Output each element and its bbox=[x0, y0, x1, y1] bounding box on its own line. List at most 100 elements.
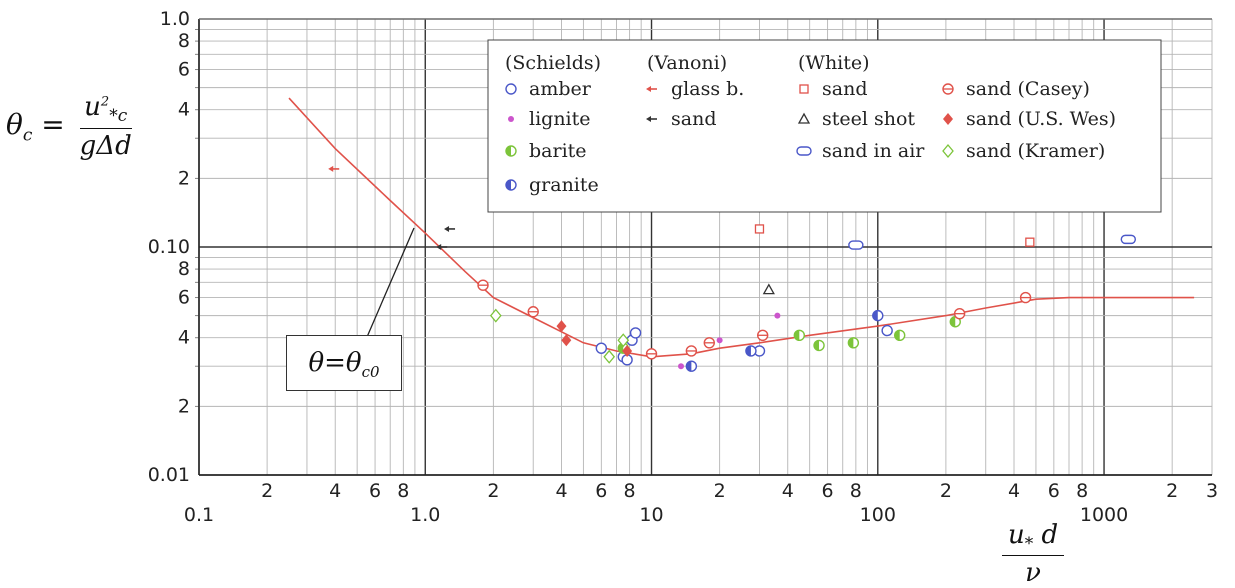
data-point bbox=[894, 329, 906, 341]
y-label-sub: *c bbox=[109, 106, 128, 127]
x-tick-label: 100 bbox=[860, 504, 896, 526]
legend-entry-label: sand bbox=[671, 108, 716, 130]
y-tick-label: 4 bbox=[178, 99, 190, 121]
x-label-numerator: u* d bbox=[1002, 520, 1065, 557]
data-point bbox=[685, 345, 698, 357]
x-tick-label: 1000 bbox=[1080, 504, 1128, 526]
x-tick-label: 8 bbox=[624, 480, 636, 502]
y-label-sup: 2 bbox=[100, 94, 110, 110]
y-label-equals: = bbox=[41, 108, 65, 142]
data-point bbox=[477, 279, 489, 291]
legend-entry-label: sand in air bbox=[822, 140, 925, 162]
data-point bbox=[678, 363, 685, 370]
y-tick-label: 1.0 bbox=[160, 8, 190, 30]
legend-marker bbox=[942, 83, 954, 95]
data-point bbox=[703, 337, 715, 349]
data-point bbox=[716, 337, 723, 344]
legend-marker bbox=[505, 145, 517, 157]
data-point bbox=[762, 283, 775, 295]
legend-marker bbox=[796, 146, 812, 156]
legend-entry-label: sand (Casey) bbox=[966, 78, 1090, 100]
x-tick-label: 0.1 bbox=[184, 504, 214, 526]
y-tick-label: 6 bbox=[178, 287, 190, 309]
legend-marker-head bbox=[646, 116, 651, 122]
x-tick-label: 8 bbox=[850, 480, 862, 502]
data-point bbox=[745, 345, 757, 357]
x-label-d: d bbox=[1041, 520, 1059, 550]
data-point bbox=[622, 344, 633, 357]
x-tick-label: 1.0 bbox=[410, 504, 440, 526]
y-tick-label: 8 bbox=[178, 30, 190, 52]
x-tick-label: 10 bbox=[639, 504, 663, 526]
x-tick-label: 2 bbox=[487, 480, 499, 502]
x-axis-label: u* d ν bbox=[1002, 520, 1065, 588]
x-tick-label: 6 bbox=[1048, 480, 1060, 502]
legend-entry-label: sand bbox=[822, 78, 867, 100]
legend-marker bbox=[505, 179, 517, 191]
y-tick-label: 2 bbox=[178, 167, 190, 189]
x-label-u: u bbox=[1008, 520, 1025, 550]
data-point bbox=[754, 224, 765, 234]
legend-entry-label: glass b. bbox=[671, 78, 744, 100]
legend-marker bbox=[646, 86, 657, 92]
x-tick-label: 3 bbox=[1206, 480, 1218, 502]
data-point-head bbox=[444, 225, 450, 232]
legend-entry-label: steel shot bbox=[822, 108, 915, 130]
legend-marker bbox=[797, 112, 811, 124]
legend-entry-label: lignite bbox=[529, 108, 591, 130]
data-point bbox=[527, 306, 539, 318]
x-tick-label: 8 bbox=[1076, 480, 1088, 502]
annot-theta: θ bbox=[308, 348, 325, 378]
threshold-curve bbox=[288, 97, 1195, 358]
x-tick-label: 4 bbox=[555, 480, 567, 502]
legend-group-header: (Vanoni) bbox=[647, 52, 727, 74]
data-point bbox=[617, 333, 630, 348]
legend-group-header: (White) bbox=[798, 52, 870, 74]
y-label-fraction: u2*c gΔd bbox=[79, 92, 132, 162]
data-point-fill bbox=[794, 330, 800, 341]
data-point bbox=[629, 327, 642, 339]
x-tick-label: 8 bbox=[397, 480, 409, 502]
data-point bbox=[847, 337, 860, 349]
legend-entry-label: barite bbox=[529, 140, 587, 162]
data-point bbox=[774, 312, 781, 319]
legend-marker-head bbox=[646, 86, 651, 92]
data-point-head bbox=[436, 244, 442, 250]
data-point-fill bbox=[745, 345, 751, 356]
data-point bbox=[793, 329, 806, 341]
data-point bbox=[328, 165, 340, 172]
x-tick-label: 6 bbox=[822, 480, 834, 502]
data-point bbox=[595, 342, 608, 354]
data-point bbox=[1025, 237, 1035, 247]
annotation-leader-line bbox=[366, 227, 415, 338]
y-tick-label: 4 bbox=[178, 327, 190, 349]
legend-marker bbox=[508, 116, 514, 122]
x-tick-label: 4 bbox=[1008, 480, 1020, 502]
y-tick-label: 0.10 bbox=[148, 236, 190, 258]
axes bbox=[198, 18, 1212, 476]
y-label-numerator: u2*c bbox=[79, 92, 132, 130]
data-point bbox=[1120, 234, 1137, 245]
legend-entry-label: amber bbox=[529, 78, 592, 100]
x-label-denominator: ν bbox=[1025, 558, 1041, 588]
curve-annotation-box: θ=θc0 bbox=[286, 335, 402, 391]
y-label-theta: θ bbox=[6, 108, 23, 142]
annot-equals: = bbox=[324, 348, 346, 378]
annot-theta-rhs: θ bbox=[345, 348, 362, 378]
data-point bbox=[561, 334, 572, 347]
data-point-fill bbox=[686, 361, 692, 372]
legend-marker-fill bbox=[506, 146, 511, 156]
data-point bbox=[872, 309, 884, 322]
y-tick-label: 6 bbox=[178, 59, 190, 81]
data-point bbox=[881, 324, 893, 337]
annot-sub: c0 bbox=[361, 363, 380, 382]
legend-marker bbox=[646, 116, 657, 122]
y-tick-label: 2 bbox=[178, 395, 190, 417]
y-label-theta-sub: c bbox=[22, 125, 33, 146]
legend-group-header: (Schields) bbox=[505, 52, 601, 74]
y-label-denominator: gΔd bbox=[79, 131, 132, 162]
legend-marker bbox=[799, 84, 809, 94]
data-points bbox=[328, 165, 1137, 372]
